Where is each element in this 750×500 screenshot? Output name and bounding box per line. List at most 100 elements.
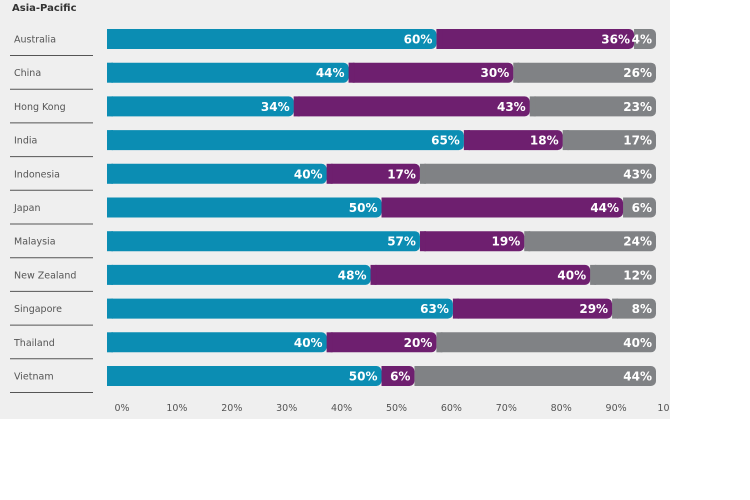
category-label: Hong Kong [14,102,66,113]
data-label: 44% [623,370,652,384]
bar-segment [107,29,113,49]
data-label: 40% [294,167,323,181]
bar-segment [436,332,656,353]
data-label: 43% [623,167,652,181]
data-label: 48% [338,268,367,282]
bar-segment [381,197,388,218]
bar-segment [419,231,525,252]
x-tick-label: 50% [386,403,407,414]
stacked-bar-chart: Australia 60% 36% 4% China 44% 30% 26% Hong Kong… [10,29,670,414]
bar-segment [293,96,530,117]
category-label: Australia [14,35,56,46]
data-label: 6% [632,201,652,215]
bar-segment [326,163,333,184]
data-label: 40% [294,336,323,350]
category-label: Japan [13,203,41,214]
bar-segment [370,264,591,285]
x-tick-label: 60% [441,403,462,414]
data-label: 43% [497,100,526,114]
data-label: 44% [316,66,345,80]
bar-segment [419,231,426,252]
data-label: 20% [404,336,433,350]
bar-segment [623,197,630,218]
x-tick-label: 20% [221,403,242,414]
data-label: 12% [623,268,652,282]
bar-segment [293,96,300,117]
bar-segment [419,163,426,184]
bar-segment [562,130,569,151]
bar-segment [529,96,536,117]
bar-segment [107,197,382,218]
bar-segment [623,197,656,218]
bar-segment [107,231,113,252]
bar-segment [107,130,113,151]
bar-segment [326,332,333,353]
data-label: 18% [530,134,559,148]
data-label: 44% [590,201,619,215]
data-label: 17% [387,167,416,181]
data-label: 17% [623,134,652,148]
bar-segment [348,62,355,83]
data-label: 26% [623,66,652,80]
bar-segment [452,298,613,319]
bar-segment [381,366,415,386]
bar-segment [107,298,113,319]
x-tick-label: 100% [657,403,670,414]
data-label: 65% [431,134,460,148]
chart-panel: Asia-Pacific Australia 60% 36% 4% China 44% 30… [0,0,670,419]
bar-segment [590,264,597,285]
bar-segment [634,29,641,49]
data-label: 19% [492,235,521,249]
bar-segment [107,96,294,117]
data-label: 8% [632,302,652,316]
bar-segment [107,264,113,285]
category-label: China [14,68,41,79]
bar-segment [612,298,619,319]
bar-segment [419,163,656,184]
bar-segment [590,264,656,285]
bar-segment [348,62,514,83]
bar-segment [524,231,531,252]
bar-segment [107,332,113,353]
bar-segment [452,298,459,319]
bar-segment [436,332,443,353]
bar-segment [107,197,113,218]
category-label: Vietnam [14,372,54,383]
x-tick-label: 70% [496,403,517,414]
bar-segment [513,62,520,83]
bar-segment [107,332,327,353]
data-label: 23% [623,100,652,114]
bar-segment [107,163,327,184]
category-label: Thailand [13,338,55,349]
data-label: 40% [557,268,586,282]
data-label: 57% [387,235,416,249]
data-label: 50% [349,370,378,384]
bar-segment [107,298,453,319]
bar-segment [107,29,437,49]
bar-segment [436,29,635,49]
data-label: 40% [623,336,652,350]
bar-segment [381,197,624,218]
bar-segment [529,96,656,117]
data-label: 36% [601,33,630,47]
bar-segment [107,130,464,151]
data-label: 30% [481,66,510,80]
category-label: Indonesia [14,169,60,180]
bar-segment [436,29,443,49]
bar-segment [107,366,113,386]
data-label: 29% [579,302,608,316]
data-label: 60% [404,33,433,47]
bar-segment [463,130,563,151]
bar-segment [612,298,656,319]
x-tick-label: 10% [166,403,187,414]
data-label: 34% [261,100,290,114]
category-label: Singapore [14,304,62,315]
bar-segment [107,163,113,184]
data-label: 4% [632,33,652,47]
bar-segment [381,366,388,386]
bar-segment [463,130,470,151]
bar-segment [414,366,421,386]
x-tick-label: 90% [606,403,627,414]
data-label: 24% [623,235,652,249]
chart-title: Asia-Pacific [12,3,77,14]
